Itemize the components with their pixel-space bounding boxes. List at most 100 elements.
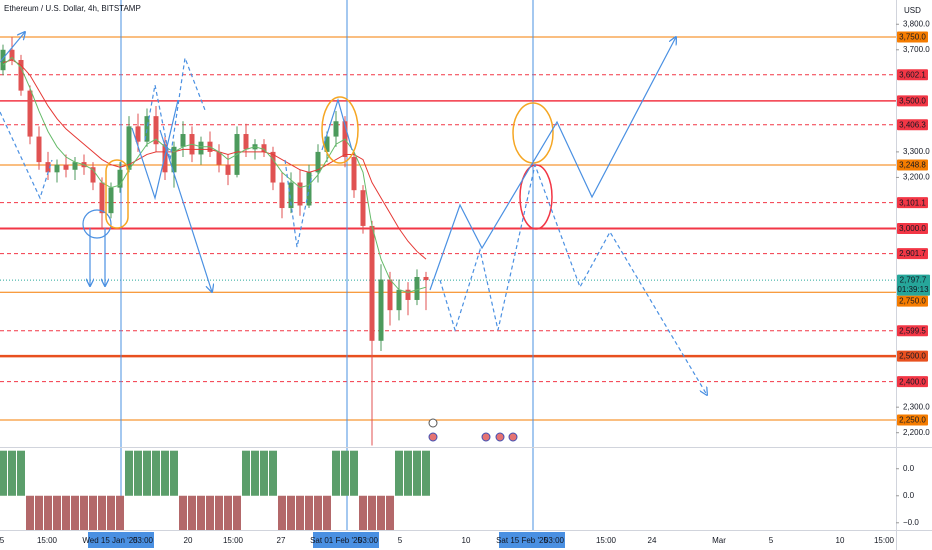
candle-body — [243, 134, 249, 150]
projection — [439, 162, 707, 395]
x-tick-label: Mar — [712, 536, 726, 545]
oscillator-bar — [422, 450, 430, 496]
oscillator-bar — [8, 450, 16, 496]
oscillator-bar — [296, 495, 304, 530]
candle-body — [27, 90, 33, 137]
oscillator-bar — [332, 450, 340, 496]
oscillator-bar — [404, 450, 412, 496]
candle-body — [270, 151, 276, 183]
y-tick-label: 0.0 — [903, 491, 915, 500]
x-tick-label: 15:00 — [223, 536, 244, 545]
oscillator-bar — [350, 450, 358, 496]
candle-body — [279, 182, 285, 209]
level-label: 3,500.0 — [899, 96, 926, 105]
event-icon[interactable] — [508, 432, 518, 442]
candle-body — [315, 151, 321, 173]
x-tick-label: 03:00 — [133, 536, 154, 545]
y-tick-label: 2,200.0 — [903, 428, 930, 437]
oscillator-bar — [35, 495, 43, 530]
candle-body — [153, 116, 159, 145]
oscillator-bar — [278, 495, 286, 530]
candle-body — [54, 164, 60, 173]
candle-body — [36, 136, 42, 163]
plot — [0, 37, 430, 530]
oscillator-bar — [395, 450, 403, 496]
x-tick-label: 24 — [648, 536, 657, 545]
arrow — [159, 129, 212, 292]
candle-body — [396, 289, 402, 311]
oscillator-bar — [53, 495, 61, 530]
x-tick-label: Sat 01 Feb '25 — [310, 536, 362, 545]
level-label: 3,406.3 — [899, 120, 926, 129]
oscillator-bar — [98, 495, 106, 530]
oscillator-bar — [242, 450, 250, 496]
oscillator-bar — [260, 450, 268, 496]
oscillator-bar — [188, 495, 196, 530]
highlight — [321, 96, 359, 164]
level-label: 2,901.7 — [899, 249, 926, 258]
candle-body — [162, 144, 168, 173]
x-tick-label: 15:00 — [37, 536, 58, 545]
oscillator-bar — [161, 450, 169, 496]
x-tick-label: 5 — [0, 536, 5, 545]
level-label-box — [897, 350, 928, 362]
oscillator-bar — [341, 450, 349, 496]
last-price-box — [897, 274, 930, 296]
candle-body — [288, 182, 294, 209]
x-tick-label: 15:00 — [596, 536, 617, 545]
y-tick-label: 0.0 — [903, 464, 915, 473]
oscillator-bar — [89, 495, 97, 530]
x-tick-label: 20 — [184, 536, 193, 545]
candle-body — [135, 126, 141, 142]
candle-body — [198, 141, 204, 155]
candle-body — [360, 190, 366, 226]
chart-title: Ethereum / U.S. Dollar, 4h, BITSTAMP — [4, 4, 141, 13]
oscillator-bar — [0, 450, 7, 496]
oscillator-bar — [107, 495, 115, 530]
candle-body — [225, 164, 231, 175]
candle-body — [126, 126, 132, 170]
event-icon[interactable] — [428, 418, 438, 428]
candle-body — [117, 169, 123, 188]
candle-body — [369, 225, 375, 341]
oscillator-bar — [377, 495, 385, 530]
level-label: 3,602.1 — [899, 70, 926, 79]
oscillator-bar — [17, 450, 25, 496]
candle-body — [423, 276, 429, 281]
level-label: 2,599.5 — [899, 326, 926, 335]
oscillator-bar — [305, 495, 313, 530]
level-label-box — [897, 197, 928, 209]
candle-body — [90, 167, 96, 183]
arrow — [321, 97, 353, 151]
x-highlight — [499, 532, 565, 548]
level-label: 2,500.0 — [899, 352, 926, 361]
level-label-box — [897, 325, 928, 337]
event-icon[interactable] — [481, 432, 491, 442]
oscillator-bar — [116, 495, 124, 530]
candle-body — [63, 164, 69, 170]
circle — [82, 209, 112, 239]
oscillator-bar — [287, 495, 295, 530]
candle-body — [351, 156, 357, 191]
candle-body — [261, 144, 267, 152]
highlight — [519, 164, 553, 230]
candle-body — [171, 146, 177, 173]
x-tick-label: 03:00 — [544, 536, 565, 545]
candle-body — [387, 279, 393, 311]
arrow — [0, 111, 53, 200]
candle-body — [180, 134, 186, 147]
oscillator-bar — [233, 495, 241, 530]
oscillator-bar — [80, 495, 88, 530]
event-icon[interactable] — [495, 432, 505, 442]
x-tick-label: 10 — [836, 536, 845, 545]
candle-body — [72, 162, 78, 170]
candle-body — [333, 121, 339, 137]
level-label-box — [897, 222, 928, 234]
arrow — [131, 99, 179, 201]
candle-body — [378, 279, 384, 341]
y-tick-label: −0.0 — [903, 518, 919, 527]
level-label-box — [897, 295, 928, 307]
candle-body — [9, 49, 15, 60]
oscillator-bar — [197, 495, 205, 530]
event-icon[interactable] — [428, 432, 438, 442]
